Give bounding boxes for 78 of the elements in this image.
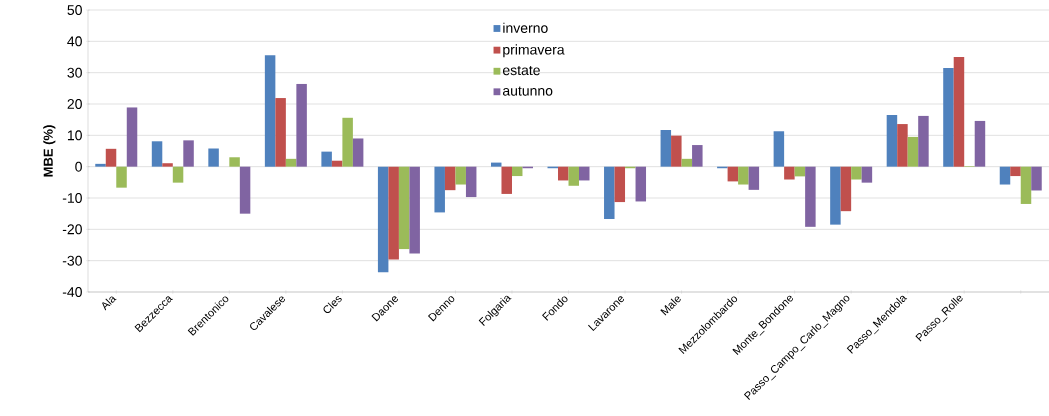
bar <box>886 114 898 167</box>
bar <box>434 166 445 213</box>
bar <box>285 158 297 167</box>
bar <box>840 166 852 212</box>
bar <box>727 166 739 182</box>
bar <box>172 166 184 183</box>
bar <box>660 130 672 167</box>
bar <box>490 162 502 167</box>
bar <box>321 151 332 167</box>
legend-label: autunno <box>502 86 553 96</box>
bar <box>331 160 343 167</box>
bar <box>296 83 307 167</box>
bar <box>738 166 749 185</box>
bar <box>352 138 364 167</box>
bar <box>162 163 173 167</box>
bar <box>681 158 693 167</box>
bar <box>388 166 399 260</box>
bar <box>1020 166 1032 204</box>
y-tick-label: 20 <box>67 99 82 109</box>
bar <box>95 163 106 167</box>
bar <box>229 157 240 167</box>
bar <box>116 166 127 188</box>
legend-label: inverno <box>503 22 548 33</box>
bar <box>943 67 954 167</box>
bar <box>501 166 512 194</box>
y-tick-label: -40 <box>62 287 82 297</box>
bar <box>773 131 785 167</box>
x-tick-label: Ala <box>102 296 117 311</box>
bar <box>105 148 117 167</box>
bar <box>409 166 420 254</box>
bar <box>239 166 251 214</box>
bar <box>635 166 647 202</box>
bar <box>342 117 353 167</box>
bar <box>974 120 986 167</box>
bar <box>784 166 795 180</box>
legend-label: primavera <box>503 44 565 58</box>
bar <box>558 166 569 181</box>
bar <box>208 148 219 167</box>
bar <box>183 140 194 167</box>
y-axis-title: MBE (%) <box>43 125 56 177</box>
bar <box>275 98 286 167</box>
legend-label: estate <box>502 65 540 76</box>
bar <box>1010 166 1021 177</box>
bar <box>830 166 841 225</box>
bar <box>805 166 816 227</box>
bar <box>999 166 1011 185</box>
bar <box>511 166 523 177</box>
y-tick-label: -20 <box>62 224 82 235</box>
bar <box>151 141 163 167</box>
bar <box>671 135 682 167</box>
y-tick-label: 40 <box>67 36 82 47</box>
bar <box>398 166 410 250</box>
y-tick-label: 10 <box>67 130 82 141</box>
bar <box>692 145 703 167</box>
bar <box>907 136 919 167</box>
bar <box>465 166 477 198</box>
bar <box>264 55 276 167</box>
y-tick-label: 30 <box>67 67 82 78</box>
bar <box>918 115 929 167</box>
bar <box>1031 166 1042 191</box>
bar <box>861 166 873 183</box>
bar <box>377 166 389 273</box>
y-tick-label: 0 <box>75 161 82 172</box>
bar <box>455 166 466 185</box>
bar <box>748 166 760 190</box>
y-tick-label: -30 <box>62 255 82 266</box>
x-tick-label: Cles <box>323 296 342 314</box>
bar <box>444 166 456 191</box>
y-tick-label: -10 <box>62 193 82 203</box>
bar <box>568 166 580 186</box>
y-tick-label: 50 <box>67 5 82 15</box>
bar <box>614 166 626 203</box>
bar <box>953 57 965 167</box>
bar <box>579 166 590 181</box>
bar <box>126 107 138 167</box>
bar <box>604 166 615 219</box>
bar <box>897 124 908 167</box>
bar <box>851 166 862 180</box>
